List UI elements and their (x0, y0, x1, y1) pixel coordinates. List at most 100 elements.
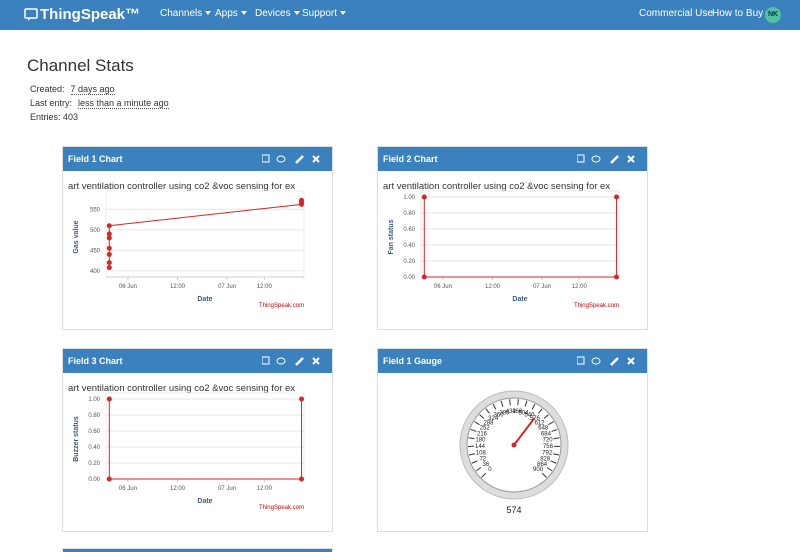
x-tick-label: 06 Jun (119, 284, 137, 290)
menu-label[interactable]: Support (302, 8, 337, 19)
data-point (107, 260, 112, 265)
avatar[interactable]: NK (765, 7, 781, 23)
y-tick-label: 1.00 (88, 397, 100, 403)
chart: art ventilation controller using co2 &vo… (378, 171, 647, 329)
channel-stats: Channel Stats Created:7 days ago Last en… (27, 56, 169, 124)
data-point (107, 397, 112, 402)
nav-link[interactable]: Commercial Use (639, 8, 713, 19)
icon-comment[interactable] (277, 156, 285, 162)
data-point (614, 195, 619, 200)
credit: ThingSpeak.com (574, 303, 619, 309)
data-point (422, 275, 427, 280)
navbar: ThingSpeak™ Channels Apps Devices Suppor… (0, 0, 800, 30)
gauge-tick-label: 36 (483, 462, 490, 468)
last-entry: Last entry:less than a minute ago (30, 96, 169, 110)
nav-link[interactable]: How to Buy (712, 8, 763, 19)
y-tick-label: 1.00 (403, 195, 415, 201)
x-axis-label: Date (512, 296, 527, 303)
y-tick-label: 0.60 (88, 429, 100, 435)
icon-edit[interactable] (611, 156, 618, 163)
icon-edit[interactable] (296, 156, 303, 163)
brand[interactable]: ThingSpeak™ (40, 6, 140, 23)
label: Created: (30, 84, 65, 94)
y-tick-label: 0.40 (403, 243, 415, 249)
menu[interactable]: Apps (215, 8, 247, 19)
gauge-tick (510, 399, 511, 405)
data-point (107, 223, 112, 228)
menu-label[interactable]: Channels (160, 8, 202, 19)
icon-open[interactable] (262, 155, 269, 162)
chart: art ventilation controller using co2 &vo… (63, 171, 332, 329)
icon-close[interactable] (628, 156, 634, 162)
created: Created:7 days ago (30, 82, 169, 96)
chart-title: art ventilation controller using co2 &vo… (68, 383, 295, 394)
data-point (299, 198, 304, 203)
panel-title: Field 1 Chart (68, 154, 123, 164)
menu-label[interactable]: Apps (215, 8, 238, 19)
y-tick-label: 0.00 (403, 275, 415, 281)
panel-header: Field 1 Chart (63, 147, 332, 171)
gauge-tick-label: 684 (541, 431, 552, 437)
panel-header: Field 1 Gauge (378, 349, 647, 373)
x-tick-label: 07 Jun (218, 284, 236, 290)
gauge-tick (518, 399, 519, 405)
icon-comment[interactable] (277, 358, 285, 364)
data-point (107, 231, 112, 236)
menu-label[interactable]: Devices (255, 8, 291, 19)
icon-close[interactable] (313, 358, 319, 364)
y-tick-label: 0.80 (88, 413, 100, 419)
x-tick-label: 12:00 (572, 284, 588, 290)
x-tick-label: 07 Jun (533, 284, 551, 290)
label: Last entry: (30, 98, 72, 108)
chart: art ventilation controller using co2 &vo… (63, 373, 332, 531)
panel-icons (577, 356, 639, 366)
gauge-tick-label: 900 (533, 467, 544, 473)
value: 403 (63, 112, 78, 122)
y-tick-label: 0.20 (88, 461, 100, 467)
x-tick-label: 12:00 (485, 284, 501, 290)
icon-open[interactable] (577, 357, 584, 364)
gauge-tick-label: 756 (543, 444, 554, 450)
icon-edit[interactable] (296, 358, 303, 365)
stats-title: Channel Stats (27, 56, 169, 76)
data-point (107, 252, 112, 257)
y-axis-label: Fan status (388, 219, 395, 254)
menu[interactable]: Channels (160, 8, 211, 19)
y-tick-label: 0.00 (88, 477, 100, 483)
plot-area (421, 191, 619, 277)
y-tick-label: 0.40 (88, 445, 100, 451)
x-tick-label: 12:00 (170, 284, 186, 290)
gauge-tick-label: 180 (475, 438, 486, 444)
icon-edit[interactable] (611, 358, 618, 365)
icon-close[interactable] (628, 358, 634, 364)
gauge-tick-label: 108 (476, 450, 487, 456)
icon-open[interactable] (577, 155, 584, 162)
gauge-hub (512, 443, 517, 448)
data-point (422, 195, 427, 200)
chart-title: art ventilation controller using co2 &vo… (68, 181, 295, 192)
panel-icons (262, 356, 324, 366)
menu[interactable]: Devices (255, 8, 300, 19)
y-tick-label: 400 (90, 269, 101, 275)
gauge-tick-label: 144 (475, 444, 486, 450)
data-point (299, 397, 304, 402)
y-tick-label: 500 (90, 228, 101, 234)
credit: ThingSpeak.com (259, 505, 304, 511)
panel-title: Field 3 Chart (68, 356, 123, 366)
data-point (614, 275, 619, 280)
icon-open[interactable] (262, 357, 269, 364)
menu[interactable]: Support (302, 8, 346, 19)
gauge-value: 574 (506, 505, 521, 515)
icon-comment[interactable] (592, 358, 600, 364)
y-axis-label: Gas value (73, 220, 80, 253)
panel-header: Field 2 Chart (378, 147, 647, 171)
icon-comment[interactable] (592, 156, 600, 162)
x-tick-label: 12:00 (257, 284, 273, 290)
gauge-tick-label: 720 (543, 438, 554, 444)
y-tick-label: 450 (90, 248, 101, 254)
data-point (107, 477, 112, 482)
gauge-tick-label: 216 (477, 431, 488, 437)
icon-close[interactable] (313, 156, 319, 162)
